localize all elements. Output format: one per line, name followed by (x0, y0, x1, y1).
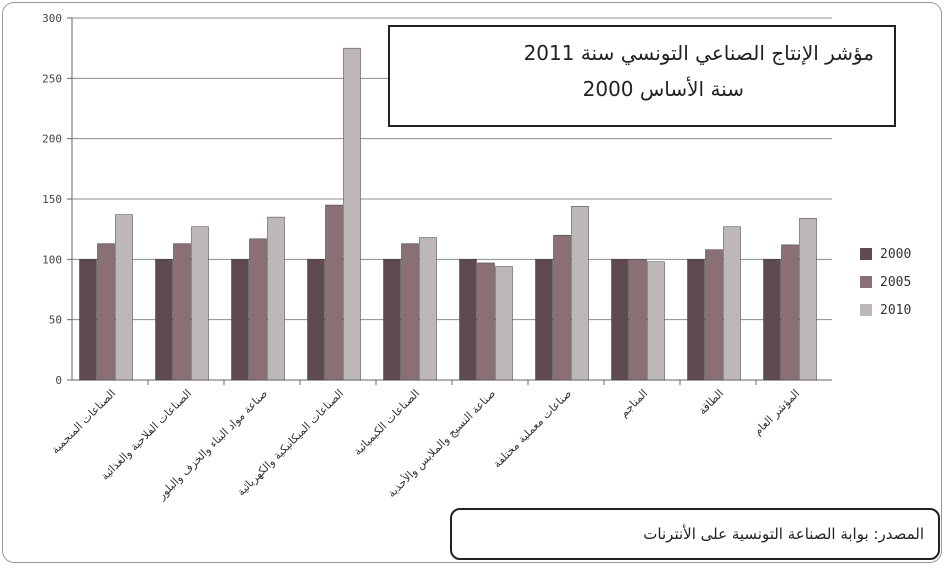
bar (723, 226, 741, 381)
bar (571, 205, 589, 381)
y-tick-label: 150 (42, 193, 62, 206)
y-tick-label: 300 (42, 12, 62, 25)
legend-swatch-2010 (860, 304, 872, 316)
bar (155, 259, 173, 381)
x-tick-label: الطاقة (696, 387, 726, 417)
source-note: المصدر: بوابة الصناعة التونسية على الأنت… (643, 525, 924, 543)
x-tick-label: المناجم (617, 387, 650, 420)
bar (307, 259, 325, 381)
bar (647, 261, 665, 381)
y-tick-label: 200 (42, 133, 62, 146)
legend-item-2000: 2000 (860, 242, 940, 266)
bar (477, 262, 495, 381)
bar (173, 243, 191, 381)
y-tick-label: 0 (55, 374, 62, 387)
bar (781, 244, 799, 381)
bar (115, 214, 133, 381)
bar (231, 259, 249, 381)
legend-item-2005: 2005 (860, 270, 940, 294)
y-tick-label: 100 (42, 253, 62, 266)
x-tick-label: الصناعات الكيميائية (351, 387, 422, 458)
bar (611, 259, 629, 381)
x-tick-label: المؤشر العام (751, 387, 802, 438)
bar (799, 218, 817, 381)
bar (97, 243, 115, 381)
legend-item-2010: 2010 (860, 298, 940, 322)
bar (459, 259, 477, 381)
x-tick-label: صناعات معملية مختلفة (491, 387, 575, 471)
bar (629, 259, 647, 381)
x-tick-label: الصناعات المنجمية (49, 387, 118, 456)
bar (535, 259, 553, 381)
bar (705, 249, 723, 381)
bar (763, 259, 781, 381)
legend-label-2000: 2000 (880, 246, 912, 262)
legend-label-2010: 2010 (880, 302, 912, 318)
bar (249, 238, 267, 381)
source-note-box: المصدر: بوابة الصناعة التونسية على الأنت… (450, 508, 940, 560)
chart-subtitle: سنة الأساس 2000 (582, 77, 744, 101)
bar (401, 243, 419, 381)
bar (343, 47, 361, 381)
y-tick-label: 250 (42, 72, 62, 85)
bar (553, 234, 571, 381)
legend-label-2005: 2005 (880, 274, 912, 290)
bar (191, 226, 209, 381)
legend: 2000 2005 2010 (860, 242, 940, 326)
legend-swatch-2000 (860, 248, 872, 260)
bar (419, 237, 437, 381)
bar (267, 216, 285, 381)
bar (79, 259, 97, 381)
chart-title-box: مؤشر الإنتاج الصناعي التونسي سنة 2011 سن… (388, 25, 896, 127)
chart-title: مؤشر الإنتاج الصناعي التونسي سنة 2011 (523, 41, 874, 65)
bar (325, 204, 343, 381)
legend-swatch-2005 (860, 276, 872, 288)
y-tick-label: 50 (49, 314, 62, 327)
bar (687, 259, 705, 381)
bar (495, 266, 513, 381)
bar (383, 259, 401, 381)
